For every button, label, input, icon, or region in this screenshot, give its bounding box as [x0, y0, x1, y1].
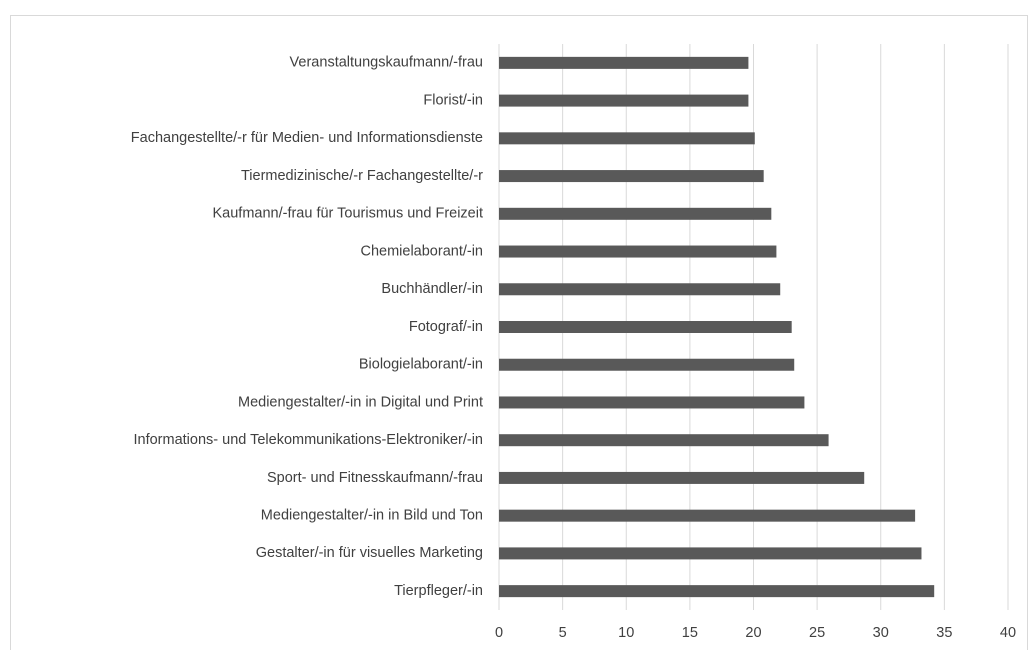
bar: [499, 170, 764, 183]
y-tick-label: Fotograf/-in: [409, 319, 483, 335]
bar: [499, 56, 749, 69]
bar: [499, 547, 922, 560]
y-tick-label: Buchhändler/-in: [381, 281, 483, 297]
bar: [499, 245, 777, 258]
bar: [499, 283, 781, 296]
bar: [499, 585, 935, 598]
bar: [499, 94, 749, 107]
y-tick-label: Tiermedizinische/-r Fachangestellte/-r: [241, 168, 483, 184]
x-tick-label: 5: [559, 625, 567, 641]
x-tick-label: 0: [495, 625, 503, 641]
bar: [499, 509, 916, 522]
y-tick-label: Gestalter/-in für visuelles Marketing: [256, 545, 483, 561]
x-tick-label: 15: [682, 625, 698, 641]
chart-frame: [10, 15, 1028, 655]
y-tick-label: Kaufmann/-frau für Tourismus und Freizei…: [212, 206, 483, 222]
bar: [499, 321, 792, 333]
bar: [499, 434, 829, 447]
y-tick-label: Veranstaltungskaufmann/-frau: [290, 55, 483, 71]
y-tick-label: Sport- und Fitnesskaufmann/-frau: [267, 470, 483, 486]
x-tick-label: 10: [618, 625, 634, 641]
y-tick-label: Mediengestalter/-in in Bild und Ton: [261, 507, 483, 523]
bar: [499, 471, 865, 484]
y-tick-label: Mediengestalter/-in in Digital und Print: [238, 394, 483, 410]
x-tick-label: 30: [873, 625, 889, 641]
bar: [499, 396, 805, 409]
y-tick-label: Tierpfleger/-in: [394, 583, 483, 599]
x-tick-label: 40: [1000, 625, 1016, 641]
x-tick-label: 35: [936, 625, 952, 641]
bar: [499, 132, 755, 145]
y-tick-label: Biologielaborant/-in: [359, 357, 483, 373]
bar: [499, 358, 795, 371]
y-tick-label: Fachangestellte/-r für Medien- und Infor…: [131, 130, 483, 146]
x-tick-label: 25: [809, 625, 825, 641]
bar: [499, 207, 772, 220]
y-tick-label: Chemielaborant/-in: [360, 243, 483, 259]
y-tick-label: Informations- und Telekommunikations-Ele…: [134, 432, 484, 448]
y-tick-label: Florist/-in: [423, 92, 483, 108]
x-tick-label: 20: [745, 625, 761, 641]
